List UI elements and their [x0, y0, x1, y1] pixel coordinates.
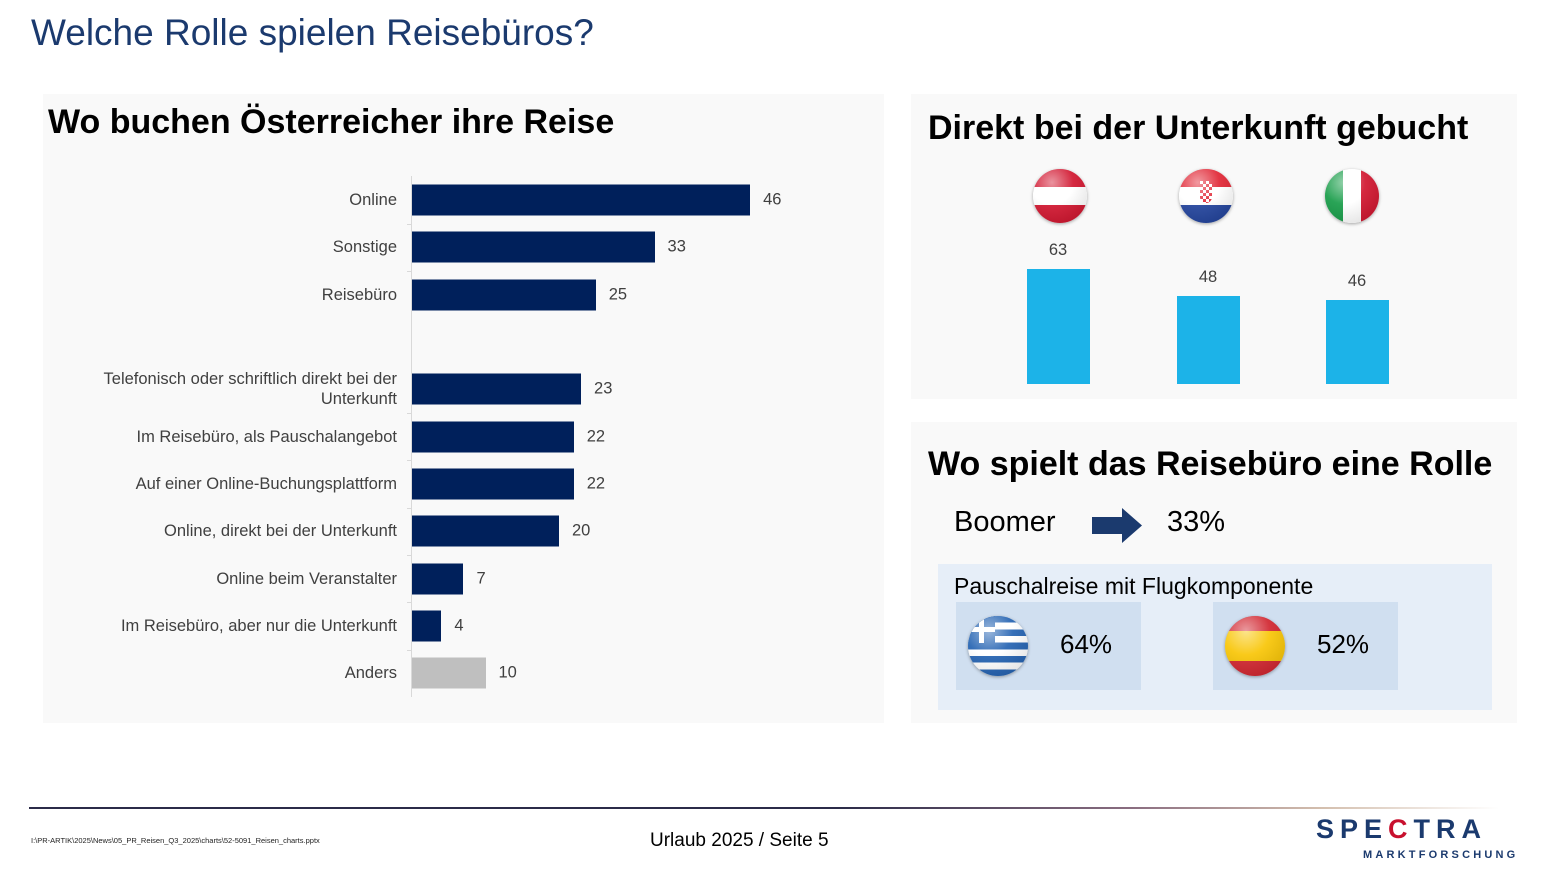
- value-label: 22: [586, 474, 606, 493]
- value-label: 7: [476, 569, 486, 588]
- category-label: Auf einer Online-Buchungsplattform: [135, 475, 397, 493]
- value-label: 33: [667, 237, 686, 256]
- category-label: Im Reisebüro, als Pauschalangebot: [136, 427, 398, 446]
- category-label: Online: [349, 191, 397, 209]
- package-travel-title: Pauschalreise mit Flugkomponente: [954, 573, 1314, 599]
- axis-tick: [407, 649, 411, 651]
- bar: [412, 231, 655, 263]
- value-label: 10: [498, 663, 517, 682]
- direct-booking-title: Direkt bei der Unterkunft gebucht: [928, 109, 1469, 147]
- bar: [412, 279, 596, 311]
- value-label: 22: [586, 427, 606, 446]
- italy-flag-icon: [1325, 169, 1379, 223]
- bar: [412, 610, 442, 642]
- category-label: Telefonisch oder schriftlich direkt bei …: [103, 370, 397, 409]
- bar: [412, 515, 559, 547]
- value-label: 25: [608, 285, 628, 304]
- y-axis-line: [411, 176, 412, 698]
- column-value-label: 48: [1198, 268, 1218, 287]
- column-value-label: 63: [1048, 240, 1068, 259]
- bar: [412, 468, 574, 500]
- category-label: Reisebüro: [321, 285, 397, 304]
- value-label: 46: [763, 190, 782, 209]
- spain-value: 52%: [1317, 629, 1370, 659]
- column-bar: [1026, 268, 1090, 384]
- logo-part: TRA: [1413, 814, 1488, 844]
- austria-flag-icon: [1033, 169, 1087, 223]
- boomer-label: Boomer: [954, 506, 1056, 538]
- bar: [412, 563, 464, 595]
- travel-agency-role-panel: Wo spielt das Reisebüro eine Rolle Boome…: [911, 422, 1517, 723]
- croatia-flag-icon: [1179, 169, 1233, 223]
- spain-flag-icon: [1225, 616, 1285, 676]
- footer-page-info: Urlaub 2025 / Seite 5: [650, 830, 829, 851]
- booking-channels-title: Wo buchen Österreicher ihre Reise: [48, 103, 615, 141]
- category-label: Online beim Veranstalter: [216, 569, 397, 588]
- page-title: Welche Rolle spielen Reisebüros?: [31, 12, 594, 53]
- spain-tile: 52%: [1213, 602, 1398, 690]
- boomer-value: 33%: [1167, 506, 1226, 538]
- axis-tick: [407, 507, 411, 509]
- category-label: Anders: [344, 664, 397, 683]
- package-travel-box: Pauschalreise mit Flugkomponente 64% 52%: [938, 564, 1492, 710]
- greece-tile: 64%: [956, 602, 1141, 690]
- category-label: Sonstige: [332, 238, 397, 257]
- axis-tick: [407, 460, 411, 462]
- arrow-right-icon: [1092, 508, 1142, 543]
- value-label: 20: [572, 521, 591, 540]
- category-label: Im Reisebüro, aber nur die Unterkunft: [120, 616, 397, 635]
- bar: [412, 184, 751, 216]
- axis-tick: [407, 602, 411, 604]
- column-bar: [1325, 299, 1389, 384]
- value-label: 4: [454, 616, 464, 635]
- logo-subtitle: MARKTFORSCHUNG: [1363, 849, 1519, 861]
- axis-tick: [407, 270, 411, 272]
- bar: [412, 373, 582, 405]
- bar: [412, 421, 574, 453]
- greece-value: 64%: [1060, 629, 1113, 659]
- axis-tick: [407, 223, 411, 225]
- logo-swoosh-c: C: [1388, 814, 1414, 844]
- booking-channels-bar-chart: Online 46 Sonstige 33 Reisebüro 25 Telefonisch…: [43, 94, 884, 723]
- axis-tick: [407, 413, 411, 415]
- direct-booking-panel: Direkt bei der Unterkunft gebucht 63 48 46: [911, 94, 1517, 399]
- footer-file-path: I:\PR-ARTIK\2025\News\05_PR_Reisen_Q3_20…: [31, 836, 320, 845]
- axis-tick: [407, 554, 411, 556]
- category-label: Online, direkt bei der Unterkunft: [164, 522, 397, 541]
- logo-wordmark: SPECTRA: [1316, 814, 1487, 845]
- column-bar: [1176, 296, 1240, 384]
- travel-agency-role-title: Wo spielt das Reisebüro eine Rolle: [928, 445, 1493, 483]
- bar: [412, 657, 486, 689]
- booking-channels-panel: Wo buchen Österreicher ihre Reise Online…: [43, 94, 884, 723]
- greece-flag-icon: [968, 616, 1028, 676]
- spectra-logo: SPECTRA MARKTFORSCHUNG: [1316, 814, 1526, 864]
- column-value-label: 46: [1347, 271, 1367, 290]
- logo-part: SPE: [1316, 814, 1389, 844]
- footer-divider: [29, 807, 1499, 809]
- value-label: 23: [594, 379, 613, 398]
